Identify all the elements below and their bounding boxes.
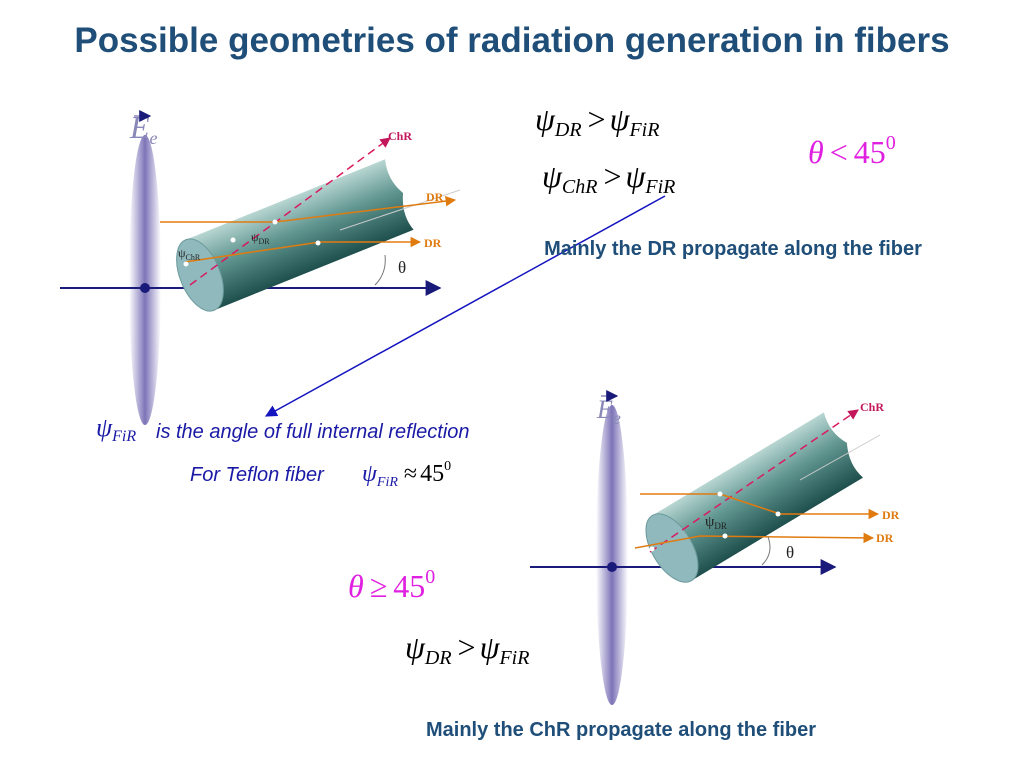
dr-label: DR [424, 236, 442, 250]
teflon-text: For Teflon fiber [190, 464, 325, 486]
fiber [645, 412, 864, 583]
relation: ψChR > ψFiR [542, 158, 675, 198]
theta: θ [786, 543, 794, 562]
chr-ray [649, 409, 859, 553]
dr-ray [634, 532, 875, 549]
definition-symbol: ψFiR [96, 413, 136, 445]
dr-label: DR [882, 508, 900, 522]
psi-dr: ψDR [251, 230, 270, 246]
psi-chr: ψChR [178, 246, 201, 262]
relation: ψDR > ψFiR [535, 101, 659, 141]
dr-ray [640, 493, 880, 520]
dr-label: DR [426, 190, 444, 204]
dr-label: DR [876, 531, 894, 545]
condition: θ <450 [808, 132, 896, 170]
fiber [176, 159, 414, 312]
condition: θ ≥450 [348, 566, 435, 604]
chr-ray [189, 137, 391, 286]
relation: ψDR > ψFiR [405, 629, 529, 669]
field-label: Ee [129, 109, 158, 148]
chr-label: ChR [388, 129, 412, 143]
theta: θ [398, 258, 406, 277]
field-label: Ee [596, 395, 621, 428]
note: Mainly the ChR propagate along the fiber [426, 719, 816, 741]
diagram-1: Ee ChR DR DR ψChR ψDR θ [60, 109, 461, 425]
chr-label: ChR [860, 400, 884, 414]
dot [140, 283, 150, 293]
note: Mainly the DR propagate along the fiber [544, 238, 922, 260]
pointer-arrow [264, 195, 666, 417]
psi-dr: ψDR [705, 514, 727, 531]
lens [129, 135, 161, 425]
lens [596, 405, 628, 705]
title: Possible geometries of radiation generat… [74, 21, 949, 60]
teflon-formula: ψFiR ≈450 [362, 459, 451, 490]
dot [607, 562, 617, 572]
diagram-2: Ee ChR DR DR ψDR θ [530, 390, 900, 705]
definition-text: is the angle of full internal reflection [156, 421, 470, 443]
